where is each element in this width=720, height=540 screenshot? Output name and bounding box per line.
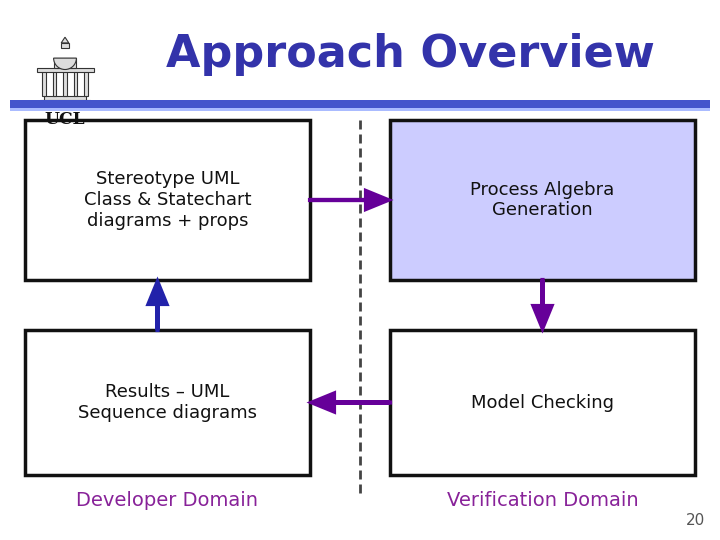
Bar [61, 43, 69, 48]
Text: Approach Overview: Approach Overview [166, 33, 654, 77]
Bar [37, 68, 94, 72]
Bar [390, 120, 695, 280]
Text: Developer Domain: Developer Domain [76, 490, 258, 510]
Bar [63, 71, 67, 96]
Text: Process Algebra
Generation: Process Algebra Generation [470, 180, 615, 219]
Bar [84, 71, 88, 96]
Text: Model Checking: Model Checking [471, 394, 614, 411]
Bar [42, 71, 46, 96]
Bar [37, 104, 94, 107]
Text: Stereotype UML
Class & Statechart
diagrams + props: Stereotype UML Class & Statechart diagra… [84, 170, 251, 230]
FancyArrow shape [310, 191, 388, 209]
FancyArrow shape [534, 280, 552, 328]
FancyArrow shape [312, 394, 390, 411]
Bar [73, 71, 77, 96]
Text: Verification Domain: Verification Domain [447, 490, 639, 510]
Text: 20: 20 [685, 513, 705, 528]
Text: Results – UML
Sequence diagrams: Results – UML Sequence diagrams [78, 383, 257, 422]
Bar [25, 330, 310, 475]
Bar [25, 120, 310, 280]
Bar [10, 108, 710, 111]
Bar [53, 71, 56, 96]
Bar [53, 58, 76, 68]
Bar [390, 330, 695, 475]
Bar [44, 96, 86, 100]
FancyArrow shape [148, 282, 166, 330]
Bar [10, 100, 710, 108]
Bar [40, 100, 90, 104]
Polygon shape [61, 37, 69, 43]
Text: UCL: UCL [45, 111, 85, 129]
Wedge shape [53, 58, 76, 70]
